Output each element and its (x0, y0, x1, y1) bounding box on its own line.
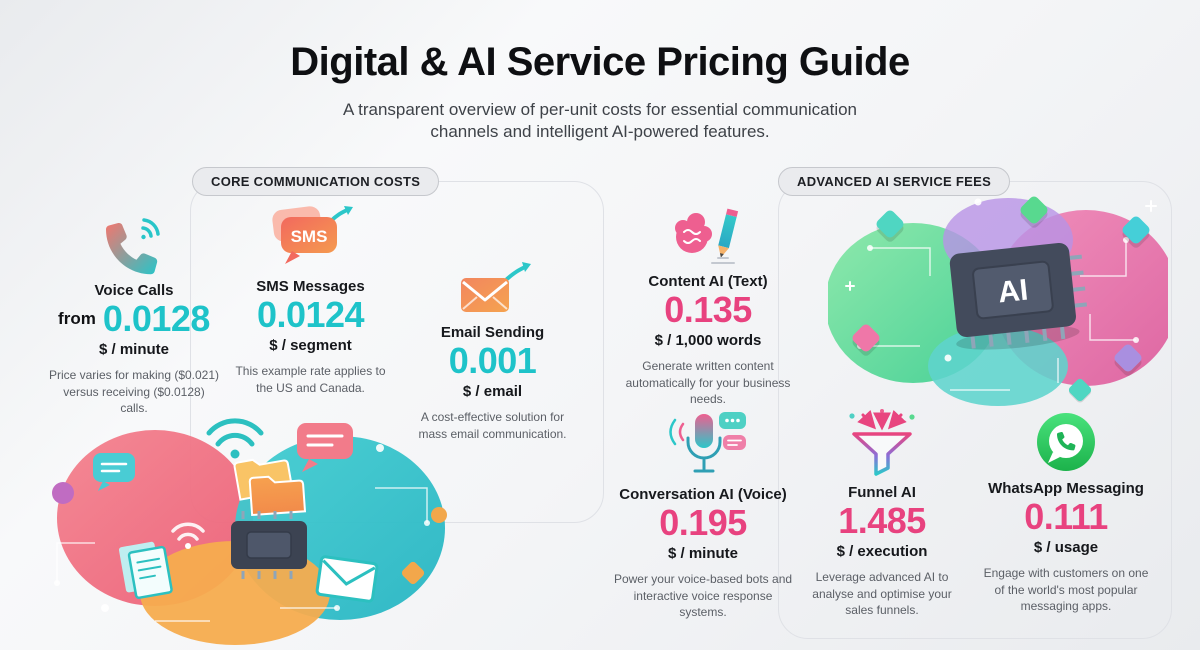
core-section-header: CORE COMMUNICATION COSTS (192, 167, 440, 196)
item-description: A cost-effective solution for mass email… (418, 409, 567, 441)
price-value: 0.195 (659, 502, 747, 543)
item-description: Price varies for making ($0.021) versus … (48, 367, 220, 416)
item-description: This example rate applies to the US and … (235, 363, 386, 395)
pricing-item-email-sending: Email Sending 0.001 $ / email A cost-eff… (410, 260, 575, 442)
item-name: SMS Messages (256, 278, 365, 295)
pricing-item-conversation-ai: Conversation AI (Voice) 0.195 $ / minute… (612, 408, 794, 621)
small-wifi-icon (171, 522, 205, 541)
price-value: 0.0124 (256, 294, 365, 335)
price-unit: $ / email (462, 382, 523, 400)
sms-bubble-icon: SMS (267, 204, 355, 272)
price-unit: $ / minute (98, 340, 169, 358)
item-description: Leverage advanced AI to analyse and opti… (812, 569, 952, 618)
item-description: Power your voice-based bots and interact… (613, 571, 793, 620)
price-unit: $ / segment (269, 336, 352, 354)
circuit-chip-icon (231, 511, 307, 579)
item-price-row: 1.485 (838, 502, 926, 540)
price-value: 1.485 (838, 500, 926, 541)
item-name: Voice Calls (94, 282, 174, 299)
whatsapp-icon (1034, 410, 1098, 474)
price-prefix: from (58, 308, 96, 328)
communication-illustration (35, 393, 465, 650)
page-title: Digital & AI Service Pricing Guide (290, 40, 910, 84)
page-subtitle: A transparent overview of per-unit costs… (0, 99, 1200, 144)
price-unit: $ / 1,000 words (654, 331, 762, 349)
price-value: 0.0128 (102, 298, 211, 339)
item-description: Generate written content automatically f… (625, 358, 791, 407)
envelope-send-icon (453, 260, 533, 318)
ai-chip-icon: AI (949, 242, 1088, 350)
item-name: Email Sending (440, 324, 545, 341)
item-name: Funnel AI (848, 484, 916, 501)
price-value: 0.111 (1024, 496, 1108, 537)
price-unit: $ / usage (1033, 538, 1099, 556)
item-price-row: 0.0124 (256, 294, 365, 335)
ai-chip-illustration: AI (825, 188, 1178, 423)
pricing-item-content-ai: Content AI (Text) 0.135 $ / 1,000 words … (622, 205, 794, 408)
price-unit: $ / execution (836, 542, 928, 560)
ai-section-header: ADVANCED AI SERVICE FEES (778, 167, 1011, 196)
pricing-item-whatsapp: WhatsApp Messaging 0.111 $ / usage Engag… (978, 410, 1154, 615)
item-price-row: from 0.0128 (58, 300, 210, 338)
brain-pencil-icon (666, 205, 750, 267)
documents-icon (118, 541, 173, 599)
folder-icons (233, 458, 307, 517)
item-price-row: 0.135 (664, 291, 752, 329)
item-description: Engage with customers on one of the worl… (983, 565, 1149, 614)
item-price-row: 0.195 (659, 504, 747, 542)
microphone-chat-icon (657, 408, 749, 480)
price-value: 0.001 (448, 340, 537, 381)
sms-bubble-label: SMS (290, 227, 327, 246)
chip-node-icons (852, 196, 1150, 403)
item-name: WhatsApp Messaging (988, 480, 1144, 497)
item-price-row: 0.001 (449, 342, 537, 380)
phone-signal-waves-icon (102, 212, 166, 276)
envelope-icon (315, 555, 379, 603)
page-subtitle-line2: channels and intelligent AI-powered feat… (430, 122, 770, 142)
chat-bubble-pink-icon (297, 423, 353, 472)
chat-bubble-teal-icon (93, 453, 135, 491)
item-price-row: 0.111 (1024, 498, 1108, 536)
item-name: Conversation AI (Voice) (619, 486, 787, 503)
page-subtitle-line1: A transparent overview of per-unit costs… (342, 100, 858, 119)
pricing-item-sms-messages: SMS SMS Messages 0.0124 $ / segment This… (228, 204, 393, 396)
pricing-item-voice-calls: Voice Calls from 0.0128 $ / minute Price… (48, 212, 220, 417)
funnel-arrows-icon (840, 408, 924, 478)
item-name: Content AI (Text) (648, 273, 768, 290)
wifi-icon (206, 418, 264, 447)
pricing-item-funnel-ai: Funnel AI 1.485 $ / execution Leverage a… (797, 408, 967, 619)
price-value: 0.135 (664, 289, 752, 330)
price-unit: $ / minute (667, 544, 738, 562)
ai-chip-label: AI (996, 274, 1029, 310)
